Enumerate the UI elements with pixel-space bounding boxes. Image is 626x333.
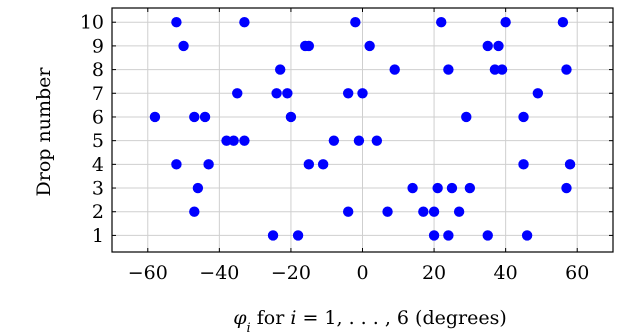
- y-tick-label: 2: [92, 201, 104, 223]
- data-point: [239, 17, 250, 28]
- data-point: [149, 111, 161, 123]
- x-axis-label-for: for: [251, 307, 291, 329]
- data-point: [418, 206, 429, 217]
- data-point: [353, 135, 365, 146]
- data-point: [357, 88, 368, 99]
- data-point: [342, 206, 354, 217]
- data-point: [489, 64, 501, 75]
- data-point: [267, 230, 279, 241]
- data-point: [199, 111, 211, 123]
- data-point: [303, 40, 315, 52]
- data-point: [282, 88, 293, 99]
- x-tick-label: 40: [494, 262, 518, 284]
- data-point: [382, 206, 393, 217]
- data-point: [464, 182, 476, 194]
- x-tick-label: 60: [565, 262, 589, 284]
- data-point: [428, 230, 440, 241]
- y-tick-label: 10: [80, 12, 104, 34]
- data-point: [446, 182, 458, 194]
- y-tick-label: 3: [92, 178, 104, 200]
- data-point: [521, 230, 533, 241]
- y-tick-label: 4: [92, 154, 104, 176]
- y-tick-label: 1: [92, 225, 104, 247]
- data-point: [561, 182, 572, 194]
- x-tick-label: −60: [128, 262, 168, 284]
- x-axis-label-phi: φ: [233, 307, 247, 329]
- x-axis-label: φi for i = 1, . . . , 6 (degrees): [233, 307, 507, 333]
- data-point: [350, 17, 361, 28]
- data-point: [461, 111, 472, 123]
- data-point: [557, 17, 569, 28]
- data-point: [317, 159, 329, 170]
- data-point: [171, 17, 182, 28]
- data-point: [239, 135, 250, 146]
- data-point: [274, 64, 286, 75]
- y-tick-label: 6: [92, 106, 104, 128]
- data-point: [482, 230, 493, 241]
- data-point: [371, 135, 383, 146]
- data-point: [518, 159, 529, 170]
- x-tick-label: −40: [199, 262, 239, 284]
- data-point: [271, 88, 282, 99]
- data-point: [432, 182, 443, 194]
- data-point: [189, 206, 200, 217]
- x-axis-label-sub: i: [247, 321, 251, 333]
- data-point: [443, 64, 454, 75]
- data-point: [292, 230, 304, 241]
- data-point: [189, 111, 200, 123]
- y-tick-label: 5: [92, 130, 104, 152]
- x-axis-label-rest: = 1, . . . , 6 (degrees): [296, 307, 506, 329]
- data-point: [328, 135, 340, 146]
- data-point: [364, 40, 375, 52]
- data-point: [228, 135, 239, 146]
- y-tick-label: 8: [92, 59, 104, 81]
- data-point: [500, 17, 511, 28]
- data-point: [232, 88, 243, 99]
- data-point: [443, 230, 454, 241]
- data-point: [192, 182, 204, 194]
- data-point: [496, 64, 508, 75]
- data-points: [149, 17, 576, 241]
- data-point: [178, 40, 189, 52]
- x-axis-label-i: i: [290, 307, 296, 329]
- data-point: [564, 159, 576, 170]
- data-point: [493, 40, 504, 52]
- data-point: [342, 88, 354, 99]
- x-tick-label: 20: [422, 262, 446, 284]
- x-tick-label: 0: [356, 262, 368, 284]
- data-point: [221, 135, 232, 146]
- data-point: [389, 64, 400, 75]
- data-point: [518, 111, 529, 123]
- y-tick-label: 9: [92, 35, 104, 57]
- data-point: [453, 206, 465, 217]
- data-point: [532, 88, 544, 99]
- y-tick-label: 7: [92, 83, 104, 105]
- data-point: [407, 182, 418, 194]
- data-point: [303, 159, 315, 170]
- y-axis-label: Drop number: [33, 67, 55, 197]
- data-point: [561, 64, 572, 75]
- data-point: [428, 206, 440, 217]
- data-point: [482, 40, 493, 52]
- data-point: [436, 17, 447, 28]
- data-point: [285, 111, 297, 123]
- x-tick-label: −20: [271, 262, 311, 284]
- data-point: [171, 159, 182, 170]
- data-point: [203, 159, 214, 170]
